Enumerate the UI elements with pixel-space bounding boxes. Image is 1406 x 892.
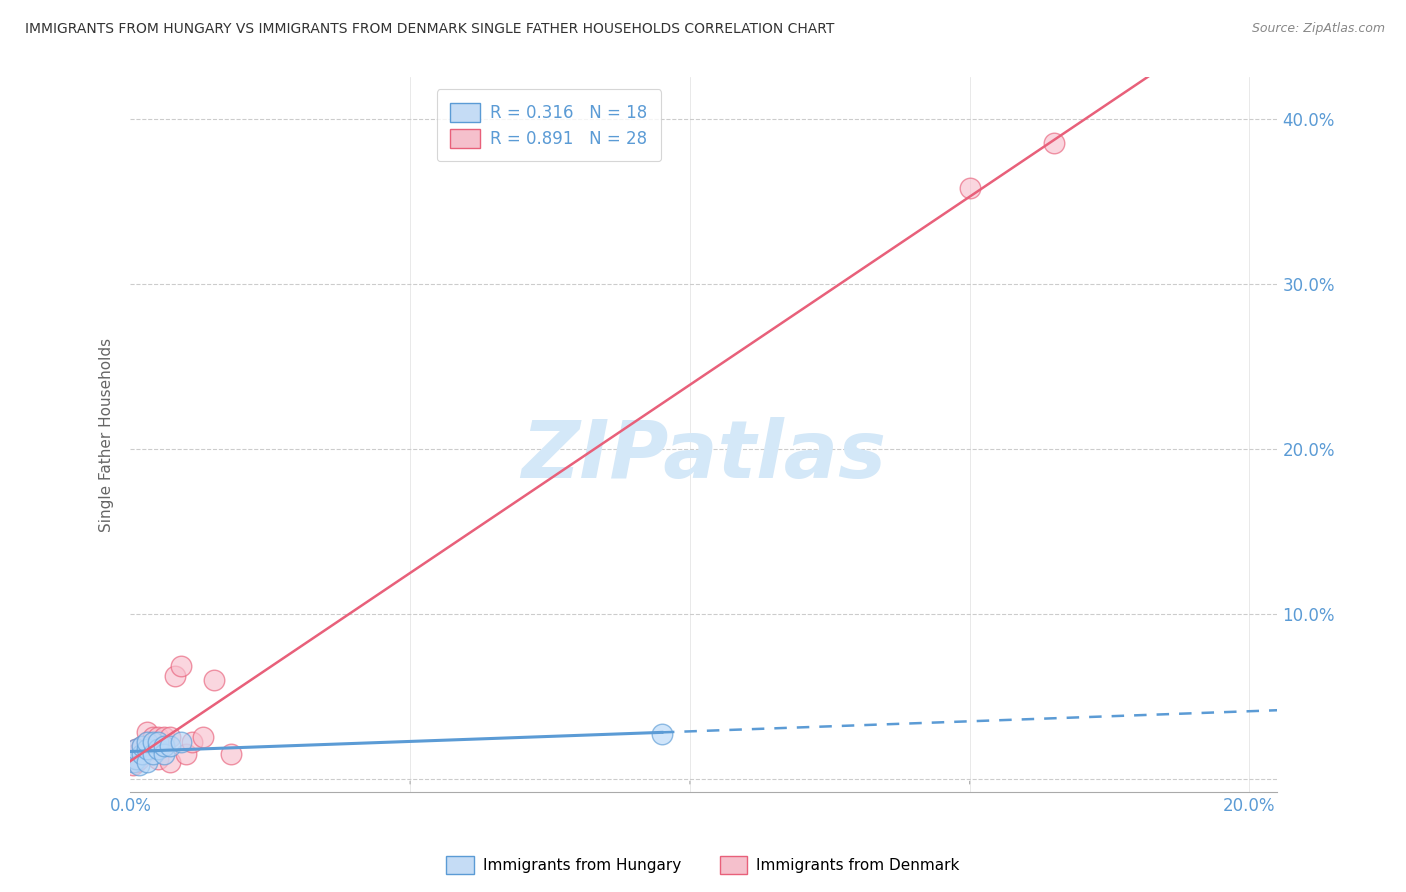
Point — [136, 755, 159, 769]
Point — [159, 731, 181, 745]
Legend: R = 0.316   N = 18, R = 0.891   N = 28: R = 0.316 N = 18, R = 0.891 N = 28 — [437, 89, 661, 161]
Point — [122, 755, 145, 769]
Point — [148, 735, 170, 749]
Point — [180, 735, 202, 749]
Point — [136, 735, 159, 749]
Point — [125, 747, 148, 761]
Point — [142, 735, 165, 749]
Point — [202, 673, 225, 687]
Point — [142, 731, 165, 745]
Legend: Immigrants from Hungary, Immigrants from Denmark: Immigrants from Hungary, Immigrants from… — [440, 850, 966, 880]
Point — [1042, 136, 1064, 151]
Point — [131, 739, 153, 753]
Point — [125, 752, 148, 766]
Point — [153, 739, 176, 753]
Point — [153, 739, 176, 753]
Y-axis label: Single Father Households: Single Father Households — [100, 337, 114, 532]
Point — [159, 739, 181, 753]
Point — [128, 758, 150, 772]
Point — [170, 659, 193, 673]
Point — [136, 725, 159, 739]
Point — [219, 747, 242, 761]
Point — [159, 755, 181, 769]
Text: IMMIGRANTS FROM HUNGARY VS IMMIGRANTS FROM DENMARK SINGLE FATHER HOUSEHOLDS CORR: IMMIGRANTS FROM HUNGARY VS IMMIGRANTS FR… — [25, 22, 835, 37]
Point — [142, 741, 165, 756]
Point — [125, 741, 148, 756]
Point — [651, 727, 673, 741]
Text: Source: ZipAtlas.com: Source: ZipAtlas.com — [1251, 22, 1385, 36]
Point — [131, 747, 153, 761]
Point — [148, 752, 170, 766]
Text: ZIPatlas: ZIPatlas — [522, 417, 886, 495]
Point — [142, 747, 165, 761]
Point — [136, 741, 159, 756]
Point — [136, 735, 159, 749]
Point — [131, 747, 153, 761]
Point — [121, 758, 143, 772]
Point — [959, 181, 981, 195]
Point — [131, 739, 153, 753]
Point — [125, 741, 148, 756]
Point — [122, 752, 145, 766]
Point — [170, 735, 193, 749]
Point — [148, 741, 170, 756]
Point — [165, 669, 187, 683]
Point — [153, 731, 176, 745]
Point — [128, 752, 150, 766]
Point — [174, 747, 197, 761]
Point — [125, 755, 148, 769]
Point — [153, 747, 176, 761]
Point — [148, 731, 170, 745]
Point — [136, 741, 159, 756]
Point — [191, 731, 214, 745]
